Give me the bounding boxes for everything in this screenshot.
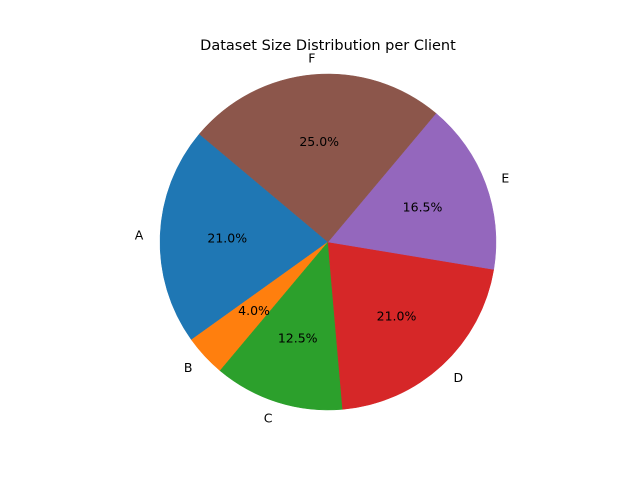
- pie-slice-f: [198, 73, 437, 243]
- slice-label-d: D: [454, 370, 464, 385]
- pie-labels: A 21.0% B 4.0% C 12.5% D 21.0% E 16.5% F 25.0%: [135, 50, 510, 425]
- slice-percent-e: 16.5%: [403, 200, 443, 215]
- slice-label-e: E: [501, 170, 509, 185]
- slice-percent-d: 21.0%: [377, 308, 417, 323]
- slice-label-f: F: [308, 50, 315, 65]
- pie-slice-d: [327, 241, 495, 410]
- pie-slice-e: [327, 112, 497, 270]
- chart-title: Dataset Size Distribution per Client: [200, 38, 456, 54]
- slice-label-a: A: [135, 227, 144, 242]
- slice-percent-c: 12.5%: [278, 331, 318, 346]
- pie-slices: [159, 73, 497, 411]
- slice-percent-a: 21.0%: [207, 231, 247, 246]
- slice-label-b: B: [184, 360, 193, 375]
- pie-slice-c: [219, 241, 343, 411]
- pie-slice-a: [159, 133, 329, 341]
- slice-percent-f: 25.0%: [299, 134, 339, 149]
- slice-label-c: C: [264, 411, 273, 426]
- slice-percent-b: 4.0%: [238, 303, 270, 318]
